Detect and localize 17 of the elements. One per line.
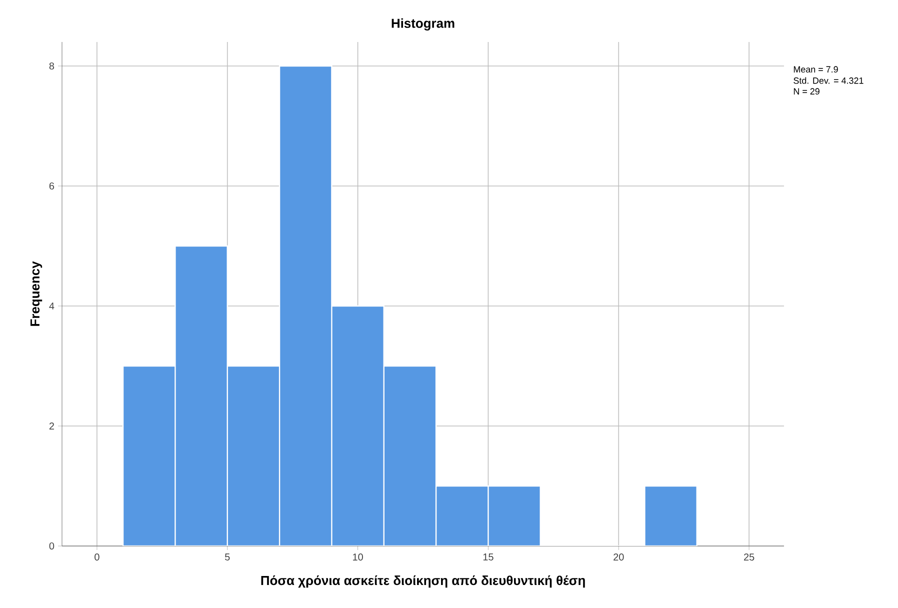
- y-tick-label: 6: [49, 182, 54, 190]
- text: Mean = 7.9: [794, 66, 838, 73]
- text: N = 29: [794, 88, 820, 95]
- text: Std. Dev. = 4.321: [794, 77, 864, 84]
- x-axis-title: Πόσα χρόνια ασκείτε διοίκηση από διευθυντική θέση: [261, 575, 585, 588]
- y-tick-label: 4: [49, 302, 54, 310]
- x-tick-label: 10: [353, 554, 363, 561]
- y-tick-label: 2: [49, 422, 54, 430]
- chart-title: Histogram: [392, 18, 454, 30]
- x-tick-label: 25: [744, 554, 754, 561]
- y-tick-label: 8: [49, 62, 54, 70]
- x-tick-label: 15: [483, 554, 494, 560]
- y-tick-label: 0: [49, 542, 54, 550]
- y-axis-title: Frequency: [30, 261, 42, 326]
- x-tick-label: 0: [94, 554, 100, 561]
- x-tick-label: 5: [225, 554, 230, 560]
- x-tick-label: 20: [614, 554, 624, 561]
